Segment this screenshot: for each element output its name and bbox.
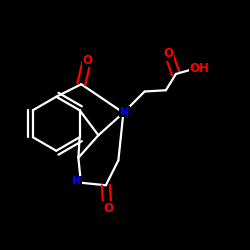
Text: O: O	[164, 47, 173, 60]
Text: OH: OH	[190, 62, 210, 75]
Text: N: N	[120, 106, 129, 117]
Text: O: O	[104, 202, 114, 215]
Text: N: N	[72, 176, 81, 186]
Text: O: O	[82, 54, 92, 66]
